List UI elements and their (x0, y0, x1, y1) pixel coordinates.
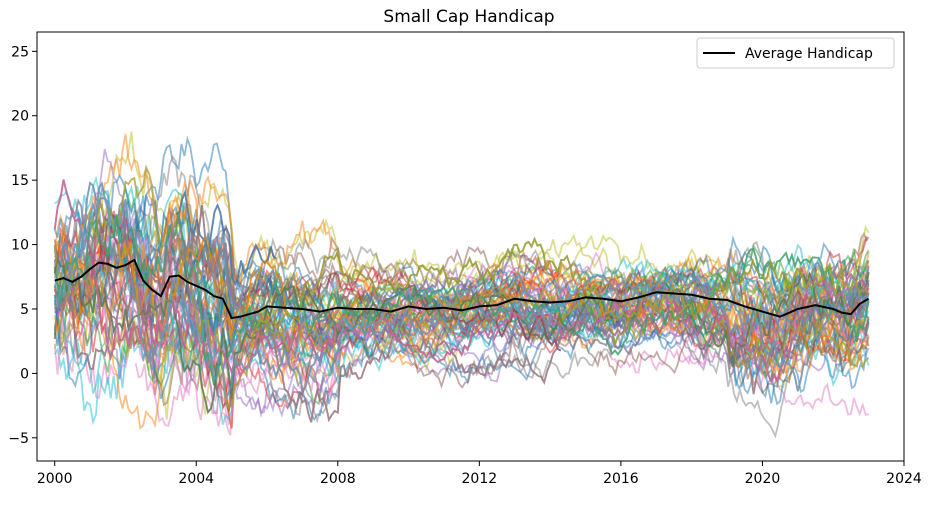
x-tick-label: 2020 (745, 471, 781, 487)
background-series-line (53, 180, 870, 384)
background-series-line (175, 189, 278, 287)
background-series-line (53, 148, 870, 372)
background-series-line (53, 204, 870, 423)
legend: Average Handicap (696, 37, 895, 69)
chart-title: Small Cap Handicap (383, 7, 554, 27)
axes-frame (36, 31, 905, 462)
background-series-line (53, 266, 870, 419)
background-series-line (53, 181, 870, 347)
x-tick-label: 2012 (462, 471, 498, 487)
average-handicap-line (54, 258, 870, 320)
legend-box (696, 37, 895, 69)
background-series-line (450, 304, 562, 352)
axes: 2000 2004 2008 2012 2016 2020 2024 −5 0 5 10 15 20 25 (8, 31, 922, 487)
background-series-line (250, 236, 869, 343)
background-series-line (496, 249, 546, 280)
background-series-line (53, 256, 870, 415)
y-tick-label: 20 (11, 109, 29, 125)
legend-label-average-handicap: Average Handicap (745, 46, 873, 62)
y-tick-label: 0 (20, 366, 29, 382)
background-series-line (676, 306, 713, 337)
x-tick-label: 2004 (178, 471, 214, 487)
background-series-line (117, 236, 288, 340)
background-series-line (53, 179, 870, 385)
y-tick-label: −5 (8, 431, 29, 447)
x-tick-label: 2024 (886, 471, 922, 487)
y-tick-label: 5 (20, 302, 29, 318)
plot-area (53, 131, 870, 439)
x-tick-label: 2000 (37, 471, 73, 487)
background-series-line (53, 181, 870, 401)
y-tick-label: 15 (11, 173, 29, 189)
y-tick-label: 10 (11, 238, 29, 254)
x-tick-label: 2008 (320, 471, 356, 487)
y-tick-label: 25 (11, 44, 29, 60)
x-tick-label: 2016 (603, 471, 639, 487)
background-series-line (53, 155, 870, 347)
